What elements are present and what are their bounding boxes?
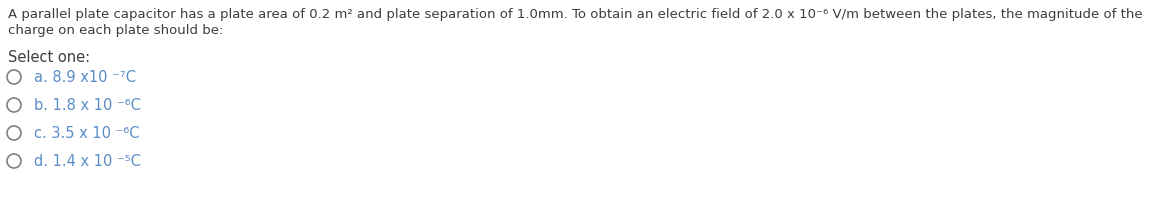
Text: Select one:: Select one: — [8, 50, 90, 65]
Text: b. 1.8 x 10 ⁻⁶C: b. 1.8 x 10 ⁻⁶C — [34, 98, 141, 113]
Text: a. 8.9 x10 ⁻⁷C: a. 8.9 x10 ⁻⁷C — [34, 70, 136, 85]
Text: A parallel plate capacitor has a plate area of 0.2 m² and plate separation of 1.: A parallel plate capacitor has a plate a… — [8, 8, 1143, 21]
Text: charge on each plate should be:: charge on each plate should be: — [8, 24, 224, 37]
Text: c. 3.5 x 10 ⁻⁶C: c. 3.5 x 10 ⁻⁶C — [34, 126, 139, 141]
Text: d. 1.4 x 10 ⁻⁵C: d. 1.4 x 10 ⁻⁵C — [34, 154, 141, 169]
